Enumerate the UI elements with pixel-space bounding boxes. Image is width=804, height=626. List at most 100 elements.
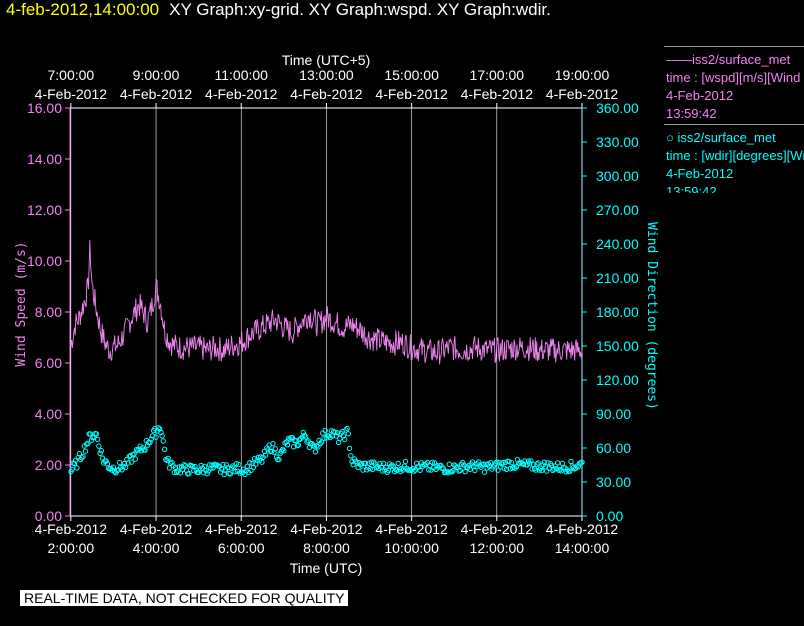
left-tick-label: 6.00 [35,355,62,371]
title-graph-list: XY Graph:xy-grid. XY Graph:wspd. XY Grap… [169,0,551,19]
wind-direction-point [160,438,167,444]
wind-direction-point [443,469,449,476]
right-tick-label: 270.00 [596,202,639,218]
bottom-tick-time: 6:00:00 [218,540,265,556]
legend-series-name: iss2/surface_met [677,130,776,145]
wind-direction-point [337,435,343,442]
wind-direction-point [159,433,165,439]
wind-direction-point [559,460,566,467]
left-tick-label: 16.00 [27,100,62,116]
wind-direction-point [227,471,234,477]
wind-direction-point [176,464,182,470]
bottom-tick-time: 14:00:00 [555,540,610,556]
wind-direction-point [446,461,452,467]
wind-direction-point [87,431,94,437]
wind-direction-point [232,469,238,475]
wind-direction-point [276,456,282,463]
left-axis-label: Wind Speed (m/s) [14,241,29,366]
bottom-tick-date: 4-Feb-2012 [546,521,619,537]
wind-direction-point [237,470,243,476]
wind-direction-point [517,460,523,467]
wind-direction-point [544,468,550,474]
wind-direction-point [346,445,353,452]
wind-direction-point [147,439,153,446]
wind-direction-point [110,464,117,470]
wind-direction-point [244,463,251,469]
wind-direction-point [462,469,468,475]
right-tick-label: 300.00 [596,168,639,184]
wind-direction-point [373,465,379,471]
wind-direction-point [284,442,291,448]
bottom-tick-date: 4-Feb-2012 [290,521,363,537]
top-tick-date: 4-Feb-2012 [35,86,108,102]
wind-direction-point [359,461,365,467]
top-tick-time: 11:00:00 [215,67,269,83]
wind-direction-point [380,460,387,466]
wind-direction-point [247,460,253,466]
left-tick-label: 10.00 [27,253,62,269]
chart-title: 4-feb-2012,14:00:00 XY Graph:xy-grid. XY … [6,0,551,20]
wind-direction-point [93,431,100,437]
wind-direction-point [209,462,215,468]
wind-direction-point [71,461,78,467]
wind-direction-point [97,450,103,456]
wind-direction-point [310,442,316,448]
wind-direction-point [411,468,417,474]
wind-direction-point [480,461,487,467]
wind-direction-point [567,468,573,474]
wind-direction-point [225,464,231,471]
bottom-tick-date: 4-Feb-2012 [375,521,448,537]
top-tick-time: 19:00:00 [555,67,610,83]
wind-direction-point [445,470,451,476]
wind-direction-point [270,441,276,447]
wind-direction-point [348,453,354,459]
wind-direction-point [192,463,198,470]
left-tick-label: 12.00 [27,202,62,218]
wind-direction-point [416,464,422,470]
wind-direction-point [449,469,455,475]
wind-direction-point [514,456,521,463]
plot-frame [69,107,583,517]
right-tick-label: 0.00 [596,508,623,524]
bottom-tick-time: 2:00:00 [47,540,94,556]
legend-date: 4-Feb-2012 [666,166,734,181]
wind-direction-point [579,459,585,465]
wind-direction-point [69,466,75,473]
wind-direction-point [220,461,226,468]
wind-direction-point [318,439,325,445]
wind-direction-point [161,446,168,452]
wind-direction-point [165,455,171,461]
wind-direction-point [258,454,264,460]
right-tick-label: 210.00 [596,270,639,286]
right-axis-label: Wind Direction (degrees) [644,222,659,410]
top-tick-date: 4-Feb-2012 [290,86,363,102]
legend-divider [664,124,804,125]
legend: ——iss2/surface_met time : [wspd][m/s][Wi… [664,45,804,193]
wind-direction-point [342,436,348,443]
wind-direction-point [503,466,510,472]
wind-direction-point [528,458,534,464]
wind-direction-point [223,462,230,468]
wind-direction-point [450,468,456,474]
wind-direction-point [389,462,395,468]
wind-direction-point [133,446,140,453]
wind-direction-point [174,469,180,475]
quality-notice: REAL-TIME DATA, NOT CHECKED FOR QUALITY [20,590,349,606]
bottom-tick-time: 10:00:00 [384,540,439,556]
right-tick-label: 90.00 [596,406,631,422]
top-tick-time: 13:00:00 [299,67,354,83]
top-tick-time: 15:00:00 [384,67,439,83]
legend-circle-icon: ○ [666,130,678,145]
wind-direction-point [539,467,545,474]
wind-direction-point [230,463,236,469]
wind-direction-point [494,459,500,465]
wind-speed-line [70,240,583,365]
legend-entry-wdir: ○ iss2/surface_met time : [wdir][degrees… [664,129,804,193]
title-datetime: 4-feb-2012,14:00:00 [6,0,160,19]
top-axis-label: Time (UTC+5) [282,52,371,68]
wind-direction-point [417,467,423,473]
wind-direction-point [138,448,145,454]
wind-direction-point [219,466,225,472]
legend-series-name: iss2/surface_met [692,52,791,67]
top-tick-time: 17:00:00 [470,67,525,83]
